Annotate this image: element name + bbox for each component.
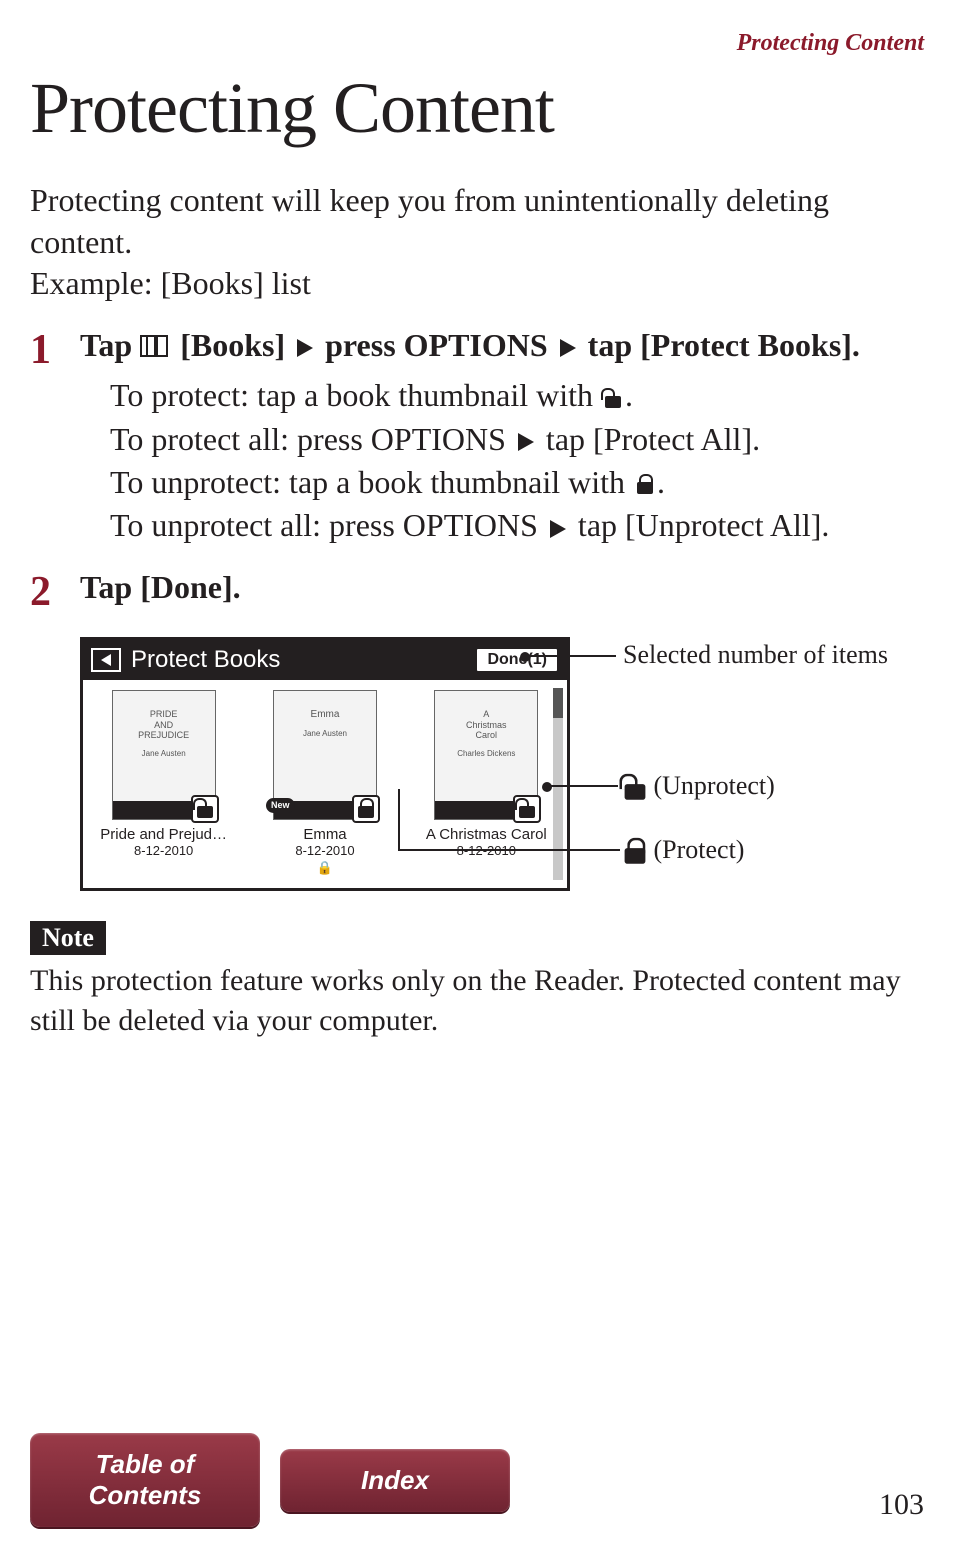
intro-line-1: Protecting content will keep you from un… — [30, 182, 829, 260]
lock-badge-2 — [352, 795, 380, 823]
step-1: 1 Tap [Books] press OPTIONS tap [Protect… — [30, 325, 924, 547]
step1-d3b: . — [657, 464, 665, 500]
arrow-icon — [550, 520, 566, 538]
step1-h-p4: tap [Protect Books]. — [580, 327, 860, 363]
book-date-1: 8-12-2010 — [89, 843, 238, 858]
arrow-icon — [518, 433, 534, 451]
step-2-heading: Tap [Done]. — [80, 567, 924, 609]
lock-closed-icon — [622, 840, 648, 863]
cover-2-author: Jane Austen — [274, 729, 376, 739]
step1-h-p3: press OPTIONS — [317, 327, 556, 363]
cover-1-text: PRIDE AND PREJUDICE — [113, 709, 215, 741]
scrollbar[interactable] — [553, 688, 563, 880]
step1-h-p1: Tap — [80, 327, 140, 363]
step1-d2a: To protect all: press OPTIONS — [110, 421, 514, 457]
done-button[interactable]: Done(1) — [475, 647, 559, 673]
lock-open-icon — [195, 800, 215, 818]
note-text: This protection feature works only on th… — [30, 961, 924, 1042]
book-cover-3: A Christmas Carol Charles Dickens — [434, 690, 538, 820]
step1-d1a: To protect: tap a book thumbnail with — [110, 377, 601, 413]
protected-indicator: 🔒 — [250, 860, 399, 876]
step-2: 2 Tap [Done]. — [30, 567, 924, 617]
lock-open-icon — [517, 800, 537, 818]
lock-badge-1 — [191, 795, 219, 823]
intro-line-2: Example: [Books] list — [30, 265, 311, 301]
arrow-icon — [297, 339, 313, 357]
callout-selected: Selected number of items — [623, 640, 888, 670]
page-number: 103 — [879, 1488, 924, 1522]
table-of-contents-button[interactable]: Table of Contents — [30, 1433, 260, 1527]
step1-h-p2: [Books] — [172, 327, 293, 363]
callout-protect-text: (Protect) — [647, 835, 744, 864]
lock-badge-3 — [513, 795, 541, 823]
book-date-2: 8-12-2010 — [250, 843, 399, 858]
cover-2-text: Emma — [274, 709, 376, 721]
step-list: 1 Tap [Books] press OPTIONS tap [Protect… — [30, 325, 924, 617]
lock-open-icon — [622, 776, 648, 799]
note-label: Note — [30, 921, 106, 955]
cover-1-author: Jane Austen — [113, 749, 215, 759]
arrow-icon — [560, 339, 576, 357]
device-titlebar: Protect Books Done(1) — [83, 640, 567, 680]
section-header-label: Protecting Content — [30, 30, 924, 57]
books-icon — [140, 335, 168, 357]
step-2-number: 2 — [30, 567, 80, 617]
book-cover-1: PRIDE AND PREJUDICE Jane Austen — [112, 690, 216, 820]
callout-unprotect: (Unprotect) — [623, 771, 775, 801]
lock-open-icon — [603, 390, 623, 408]
book-title-2: Emma — [250, 826, 399, 843]
book-cover-2: Emma Jane Austen New — [273, 690, 377, 820]
lock-closed-icon — [635, 476, 655, 494]
step-1-description: To protect: tap a book thumbnail with . … — [80, 374, 924, 547]
footer: Table of Contents Index — [30, 1433, 924, 1527]
back-button[interactable] — [91, 648, 121, 672]
cover-3-text: A Christmas Carol — [435, 709, 537, 741]
screenshot-figure: Protect Books Done(1) PRIDE AND PREJUDIC… — [80, 637, 924, 891]
book-thumbnail-1[interactable]: PRIDE AND PREJUDICE Jane Austen Pride an… — [89, 690, 238, 876]
device-content-grid: PRIDE AND PREJUDICE Jane Austen Pride an… — [83, 680, 567, 888]
new-badge: New — [266, 798, 295, 813]
step1-d1b: . — [625, 377, 633, 413]
lock-closed-icon — [356, 800, 376, 818]
step-1-heading: Tap [Books] press OPTIONS tap [Protect B… — [80, 325, 924, 367]
device-title-text: Protect Books — [131, 646, 465, 674]
intro-text: Protecting content will keep you from un… — [30, 180, 924, 305]
step1-d4a: To unprotect all: press OPTIONS — [110, 507, 546, 543]
book-title-3: A Christmas Carol — [412, 826, 561, 843]
back-arrow-icon — [101, 654, 111, 666]
scrollbar-thumb[interactable] — [553, 688, 563, 718]
book-title-1: Pride and Prejud… — [89, 826, 238, 843]
page-title: Protecting Content — [30, 67, 924, 150]
step1-d3a: To unprotect: tap a book thumbnail with — [110, 464, 633, 500]
step1-d4b: tap [Unprotect All]. — [570, 507, 829, 543]
step-1-number: 1 — [30, 325, 80, 547]
step1-d2b: tap [Protect All]. — [538, 421, 760, 457]
callout-protect: (Protect) — [623, 835, 744, 865]
book-thumbnail-2[interactable]: Emma Jane Austen New Emma 8-12-2010 🔒 — [250, 690, 399, 876]
callout-unprotect-text: (Unprotect) — [647, 771, 775, 800]
device-screenshot: Protect Books Done(1) PRIDE AND PREJUDIC… — [80, 637, 570, 891]
index-button[interactable]: Index — [280, 1449, 510, 1512]
note-section: Note This protection feature works only … — [30, 921, 924, 1042]
cover-3-author: Charles Dickens — [435, 749, 537, 759]
